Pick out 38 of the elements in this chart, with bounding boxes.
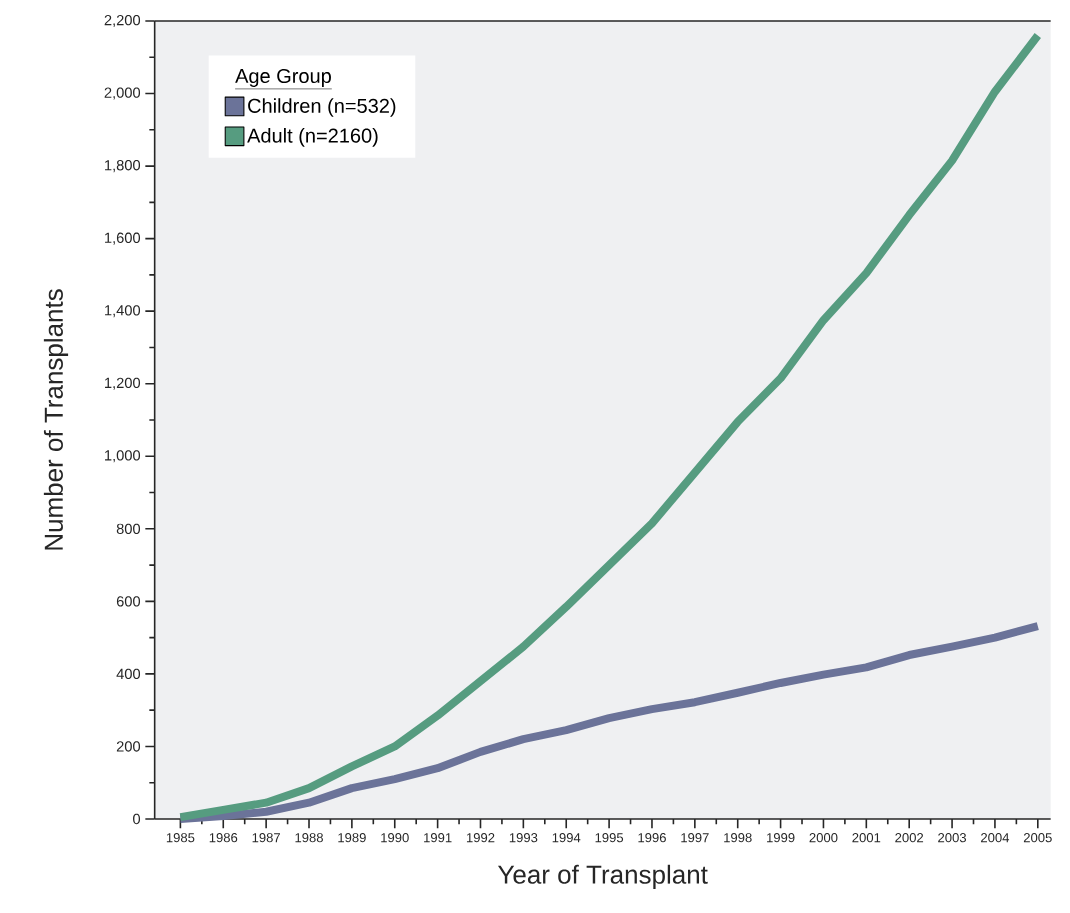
y-tick-label: 0 <box>133 813 141 825</box>
legend-label: Children (n=532) <box>248 98 396 117</box>
x-tick-label: 1996 <box>638 833 666 843</box>
y-tick-label: 800 <box>116 523 141 534</box>
x-tick-label: 1991 <box>424 833 452 843</box>
y-tick-label: 2,000 <box>104 87 141 100</box>
x-tick-label: 1998 <box>724 833 752 843</box>
x-tick-label: 1995 <box>595 833 624 843</box>
y-tick-label: 2,200 <box>104 14 141 28</box>
x-tick-label: 1988 <box>295 833 323 843</box>
x-tick-label: 1986 <box>209 833 238 843</box>
x-tick-label: 1989 <box>338 833 366 843</box>
y-tick-label: 1,000 <box>105 450 141 463</box>
x-tick-label: 2003 <box>938 833 967 843</box>
x-tick-label: 2000 <box>809 833 838 843</box>
y-tick-label: 1,400 <box>105 305 141 318</box>
legend-label: Adult (n=2160) <box>247 128 378 147</box>
y-axis-title: Number of Transplants <box>43 289 69 550</box>
y-tick-label: 1,600 <box>105 232 141 245</box>
x-tick-label: 1992 <box>466 833 495 843</box>
y-tick-label: 1,800 <box>105 160 141 173</box>
x-tick-label: 2002 <box>895 833 924 843</box>
x-tick-label: 1987 <box>252 833 281 843</box>
x-tick-label: 1997 <box>681 833 709 843</box>
x-tick-label: 2005 <box>1023 833 1052 843</box>
y-tick-label: 200 <box>116 741 141 752</box>
x-tick-label: 2001 <box>852 833 881 843</box>
y-tick-label: 400 <box>116 668 141 680</box>
x-tick-label: 1994 <box>552 833 581 843</box>
x-tick-label: 2004 <box>981 833 1010 843</box>
y-tick-label: 600 <box>116 596 141 607</box>
y-tick-label: 1,200 <box>105 377 141 390</box>
x-tick-label: 1999 <box>767 833 795 843</box>
x-axis-title: Year of Transplant <box>497 864 708 889</box>
x-tick-label: 1985 <box>166 833 195 843</box>
x-tick-label: 1993 <box>509 833 538 843</box>
x-tick-label: 1990 <box>381 833 409 843</box>
legend-title: Age Group <box>235 68 331 88</box>
